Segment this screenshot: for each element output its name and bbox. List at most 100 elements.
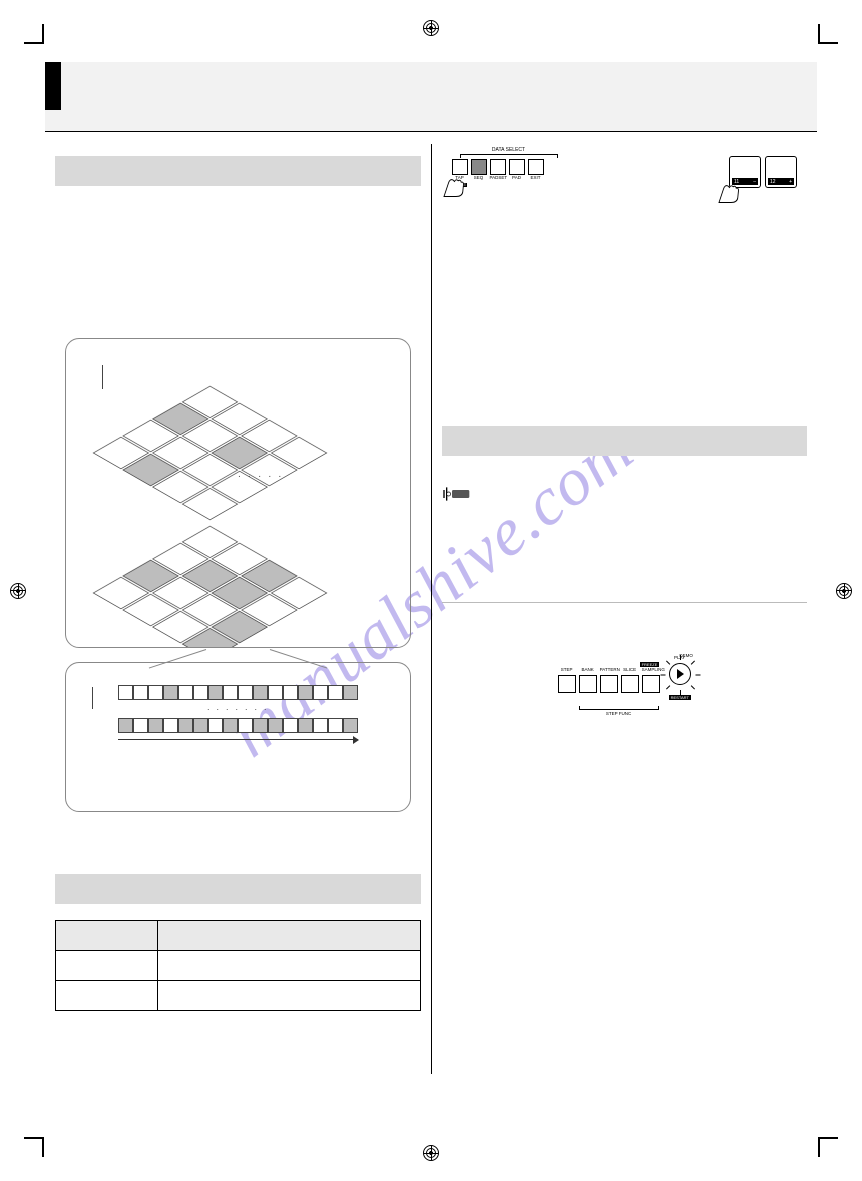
- step-cell: [298, 718, 313, 733]
- chapter-tab: [45, 62, 61, 110]
- pad-num: 12: [770, 179, 776, 185]
- parameter-table: [55, 920, 421, 1011]
- table-cell: [56, 981, 158, 1011]
- pad-sign: +: [789, 179, 792, 185]
- func-button: SAMPLING: [642, 675, 660, 693]
- step-cell: [118, 685, 133, 700]
- table-cell: [158, 951, 420, 981]
- hand-icon: [438, 168, 468, 198]
- divider-line: [442, 602, 808, 603]
- play-button: [669, 663, 691, 685]
- func-button-box: [579, 675, 597, 693]
- step-cell: [223, 685, 238, 700]
- step-cell: [268, 718, 283, 733]
- step-sequence-diagram: · · · · · · ·: [65, 662, 411, 812]
- diagram-leader-steps: [92, 687, 93, 709]
- registration-mark-top: [423, 20, 439, 36]
- step-dots: · · · · · · ·: [76, 704, 400, 714]
- ds-button-box: [471, 159, 487, 175]
- func-button-box: [600, 675, 618, 693]
- func-button: PATTERN: [600, 675, 618, 693]
- step-cell: [208, 718, 223, 733]
- func-button-box: [642, 675, 660, 693]
- data-select-button: SEQ: [471, 159, 487, 181]
- ds-button-box: [490, 159, 506, 175]
- ds-button-label: EXIT: [528, 176, 544, 181]
- data-select-bracket: DATA SELECT: [460, 154, 558, 158]
- section-heading-1: [55, 156, 421, 186]
- step-cell: [148, 718, 163, 733]
- ds-button-label: SEQ: [471, 176, 487, 181]
- step-cell: [253, 718, 268, 733]
- data-select-group: DATA SELECT TAPWRITESEQPADSETPADEXIT: [452, 154, 558, 187]
- func-button-box: [558, 675, 576, 693]
- sparkle-icon: [663, 657, 699, 693]
- func-button: SLICE: [621, 675, 639, 693]
- step-cell: [328, 718, 343, 733]
- left-column: · · · · · · · · · · · ·: [45, 144, 432, 1074]
- ds-button-label: PADSET: [490, 176, 506, 181]
- section-heading-2: [55, 874, 421, 904]
- step-row-1: [118, 685, 358, 700]
- step-cell: [118, 718, 133, 733]
- ds-button-box: [509, 159, 525, 175]
- step-cell: [283, 718, 298, 733]
- step-cell: [283, 685, 298, 700]
- pad-plus: 12 +: [765, 156, 797, 188]
- func-button-label: SLICE: [621, 668, 639, 673]
- step-func-label: STEP FUNC: [604, 711, 633, 716]
- table-cell: [158, 981, 420, 1011]
- step-cell: [208, 685, 223, 700]
- table-header-1: [56, 921, 158, 951]
- func-button-label: PATTERN: [600, 668, 618, 673]
- crop-mark-tl: [16, 16, 44, 44]
- step-func-bracket: STEP FUNC: [579, 706, 659, 710]
- table-cell: [56, 951, 158, 981]
- step-cell: [238, 718, 253, 733]
- func-button-label: BANK: [579, 668, 597, 673]
- crop-mark-tr: [818, 16, 846, 44]
- chapter-header: [45, 62, 817, 132]
- step-cell: [178, 685, 193, 700]
- registration-mark-bottom: [423, 1145, 439, 1161]
- play-button-group: PLAYRESTART: [669, 663, 691, 704]
- iso-grid-bottom: [91, 525, 329, 648]
- callout-connector: [66, 649, 410, 663]
- data-select-button: PAD: [509, 159, 525, 181]
- step-func-diagram: FREEZE DEMO STEPBANKPATTERNSLICESAMPLING…: [442, 663, 808, 713]
- step-cell: [343, 685, 358, 700]
- step-cell: [253, 685, 268, 700]
- crop-mark-bl: [16, 1137, 44, 1165]
- step-cell: [133, 718, 148, 733]
- step-cell: [148, 685, 163, 700]
- registration-mark-left: [10, 583, 26, 599]
- diagram-leader-top: [102, 365, 103, 389]
- step-cell: [163, 685, 178, 700]
- step-cell: [223, 718, 238, 733]
- time-arrow: [118, 739, 358, 740]
- func-button: BANK: [579, 675, 597, 693]
- hand-icon: [713, 174, 743, 204]
- crop-mark-br: [818, 1137, 846, 1165]
- pad-pair: 11– 12+: [729, 156, 797, 188]
- diagram-dots: · · · · ·: [238, 471, 284, 482]
- page-frame: · · · · · · · · · · · ·: [45, 40, 817, 1140]
- data-select-label: DATA SELECT: [490, 147, 527, 153]
- func-button-box: [621, 675, 639, 693]
- step-row-2: [118, 718, 358, 733]
- section-heading-3: [442, 426, 808, 456]
- step-cell: [313, 685, 328, 700]
- step-cell: [238, 685, 253, 700]
- step-cell: [193, 685, 208, 700]
- func-button-label: STEP: [558, 668, 576, 673]
- func-button-row: STEPBANKPATTERNSLICESAMPLING PLAYRESTART: [558, 663, 691, 704]
- note-icon: [442, 486, 470, 502]
- iso-grid-top: [91, 385, 329, 521]
- registration-mark-right: [836, 583, 852, 599]
- data-select-button: PADSET: [490, 159, 506, 181]
- step-cell: [178, 718, 193, 733]
- step-cell: [163, 718, 178, 733]
- func-button: STEP: [558, 675, 576, 693]
- data-select-diagram: DATA SELECT TAPWRITESEQPADSETPADEXIT 11–…: [442, 154, 808, 214]
- step-cell: [133, 685, 148, 700]
